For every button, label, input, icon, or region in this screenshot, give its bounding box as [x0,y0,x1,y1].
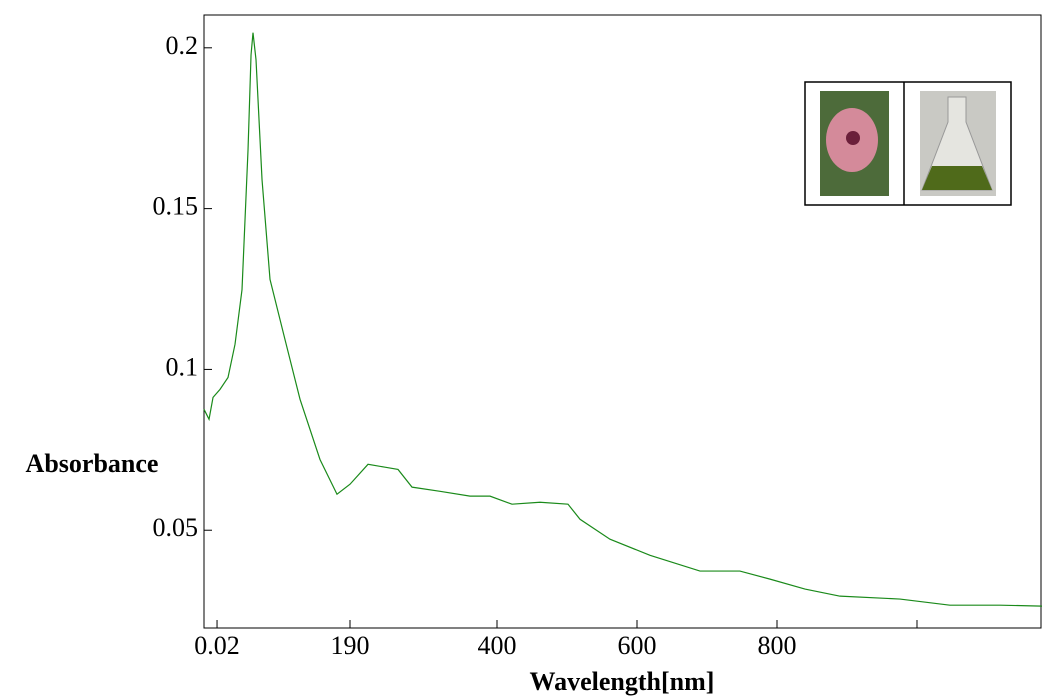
y-axis-label: Absorbance [26,449,159,478]
x-tick-label: 0.02 [194,631,240,660]
y-tick-label: 0.05 [153,513,199,542]
y-tick-label: 0.2 [166,31,199,60]
x-tick-label: 800 [757,631,796,660]
x-axis-label: Wavelength[nm] [530,667,715,696]
x-tick-label: 600 [617,631,656,660]
inset-photos [804,81,1012,206]
y-tick-label: 0.15 [153,192,199,221]
data-line [203,32,1042,607]
x-tick-label: 190 [331,631,370,660]
plot-frame [203,14,1042,629]
y-tick-label: 0.1 [166,352,199,381]
x-tick-label: 400 [478,631,517,660]
